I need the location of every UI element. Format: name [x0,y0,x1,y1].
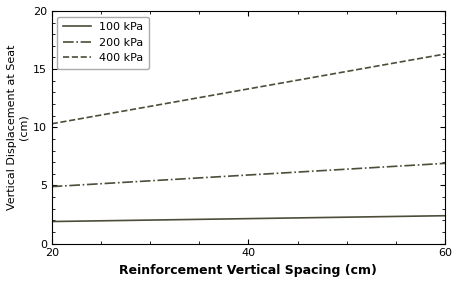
Y-axis label: Vertical Displacement at Seat
(cm): Vertical Displacement at Seat (cm) [7,45,28,210]
Legend: 100 kPa, 200 kPa, 400 kPa: 100 kPa, 200 kPa, 400 kPa [57,16,149,69]
X-axis label: Reinforcement Vertical Spacing (cm): Reinforcement Vertical Spacing (cm) [119,264,377,277]
